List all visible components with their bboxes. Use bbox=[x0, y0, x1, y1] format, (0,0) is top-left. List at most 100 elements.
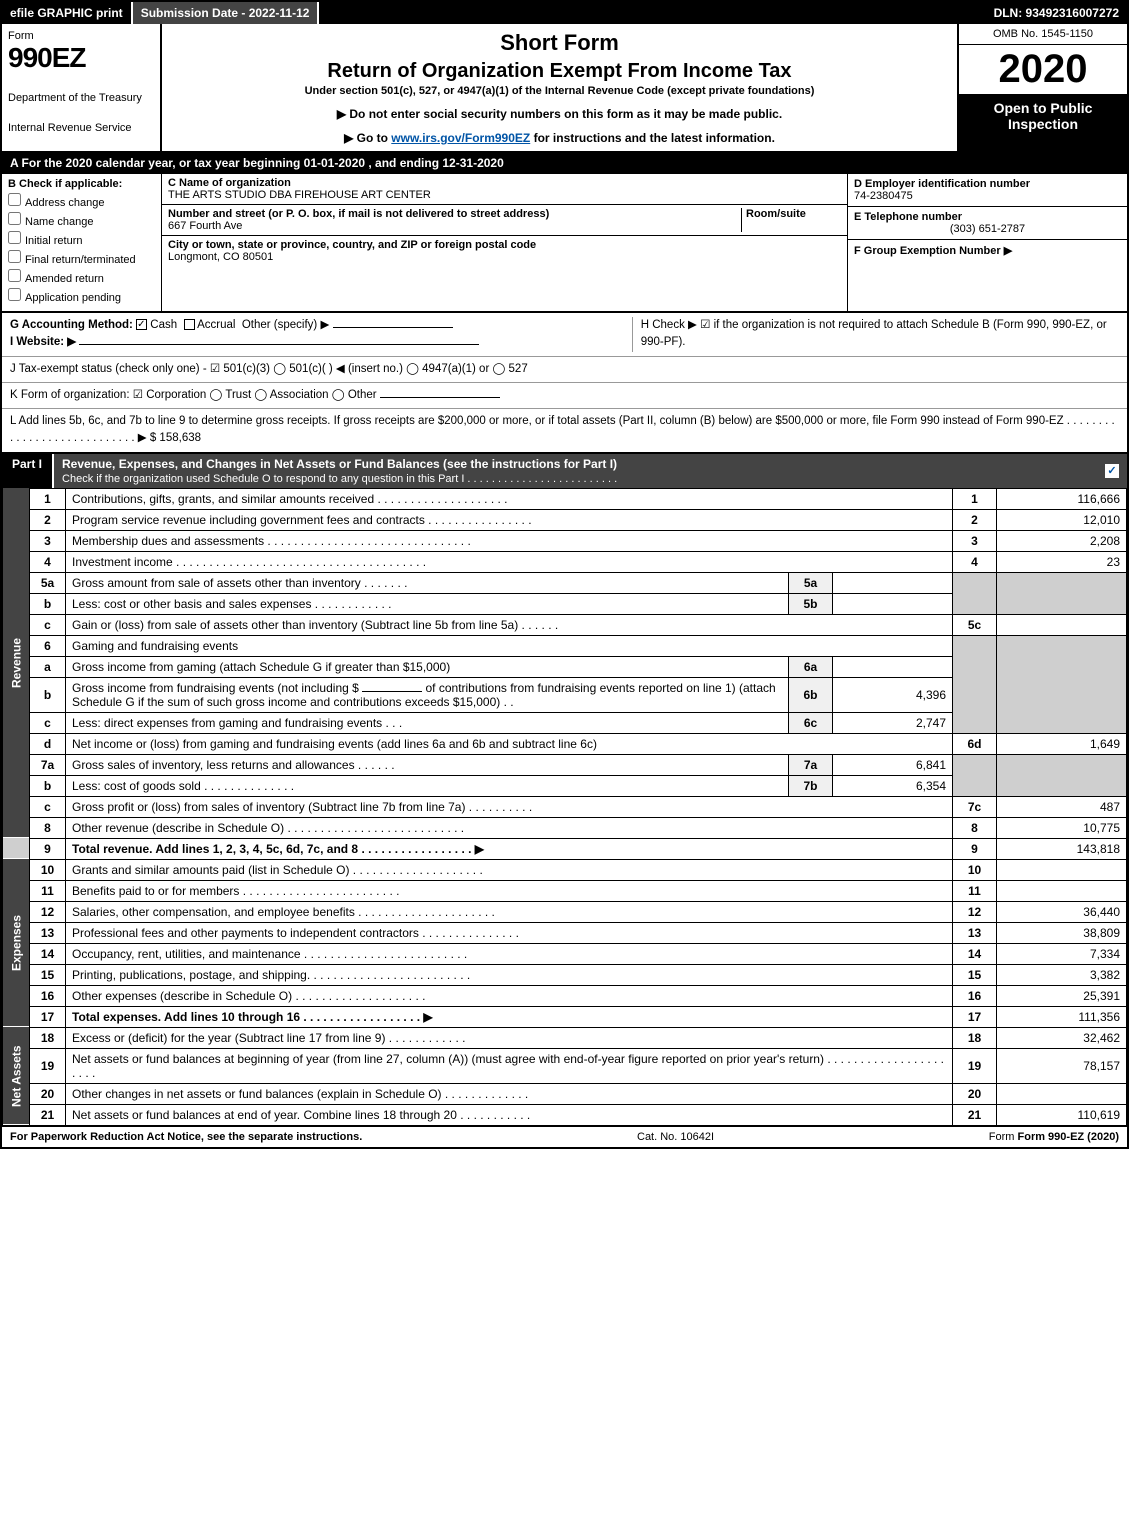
line-13-desc: Professional fees and other payments to … bbox=[66, 922, 953, 943]
under-section-text: Under section 501(c), 527, or 4947(a)(1)… bbox=[170, 85, 949, 97]
line-7c-val: 487 bbox=[997, 796, 1127, 817]
line-6d-val: 1,649 bbox=[997, 733, 1127, 754]
check-name-change[interactable]: Name change bbox=[8, 212, 155, 228]
g-label: G Accounting Method: bbox=[10, 319, 133, 331]
part-1-tab: Part I bbox=[2, 454, 54, 488]
line-21-desc: Net assets or fund balances at end of ye… bbox=[66, 1104, 953, 1125]
line-11-desc: Benefits paid to or for members . . . . … bbox=[66, 880, 953, 901]
line-10-val bbox=[997, 859, 1127, 880]
line-6b-amount-input[interactable] bbox=[362, 691, 422, 692]
line-17-row: 17 Total expenses. Add lines 10 through … bbox=[3, 1006, 1127, 1027]
line-2-row: 2 Program service revenue including gove… bbox=[3, 509, 1127, 530]
org-name-row: C Name of organization THE ARTS STUDIO D… bbox=[162, 174, 847, 205]
phone-label: E Telephone number bbox=[854, 211, 962, 223]
ssn-warning: ▶ Do not enter social security numbers o… bbox=[170, 107, 949, 121]
goto-link[interactable]: www.irs.gov/Form990EZ bbox=[391, 131, 530, 145]
ein-row: D Employer identification number 74-2380… bbox=[848, 174, 1127, 207]
form-990ez-page: efile GRAPHIC print Submission Date - 20… bbox=[0, 0, 1129, 1149]
header-center: Short Form Return of Organization Exempt… bbox=[162, 24, 957, 151]
line-6d-row: d Net income or (loss) from gaming and f… bbox=[3, 733, 1127, 754]
line-8-row: 8 Other revenue (describe in Schedule O)… bbox=[3, 817, 1127, 838]
line-9-row: 9 Total revenue. Add lines 1, 2, 3, 4, 5… bbox=[3, 838, 1127, 859]
line-3-val: 2,208 bbox=[997, 530, 1127, 551]
line-19-desc: Net assets or fund balances at beginning… bbox=[66, 1048, 953, 1083]
line-1-num: 1 bbox=[30, 488, 66, 509]
line-16-desc: Other expenses (describe in Schedule O) … bbox=[66, 985, 953, 1006]
g-other-input[interactable] bbox=[333, 327, 453, 328]
row-g-h: G Accounting Method: Cash Accrual Other … bbox=[2, 313, 1127, 357]
line-5b-val bbox=[833, 593, 953, 614]
page-footer: For Paperwork Reduction Act Notice, see … bbox=[2, 1126, 1127, 1147]
line-3-desc: Membership dues and assessments . . . . … bbox=[66, 530, 953, 551]
check-application-pending[interactable]: Application pending bbox=[8, 288, 155, 304]
goto-line: ▶ Go to www.irs.gov/Form990EZ for instru… bbox=[170, 131, 949, 145]
city-row: City or town, state or province, country… bbox=[162, 236, 847, 266]
line-5c-val bbox=[997, 614, 1127, 635]
line-7c-desc: Gross profit or (loss) from sales of inv… bbox=[66, 796, 953, 817]
line-6-row: 6 Gaming and fundraising events bbox=[3, 635, 1127, 656]
room-label: Room/suite bbox=[746, 208, 806, 220]
g-cash-checkbox[interactable] bbox=[136, 319, 147, 330]
check-amended-return[interactable]: Amended return bbox=[8, 269, 155, 285]
line-20-row: 20 Other changes in net assets or fund b… bbox=[3, 1083, 1127, 1104]
line-4-desc: Investment income . . . . . . . . . . . … bbox=[66, 551, 953, 572]
line-1-box: 1 bbox=[953, 488, 997, 509]
line-7c-row: c Gross profit or (loss) from sales of i… bbox=[3, 796, 1127, 817]
line-7a-row: 7a Gross sales of inventory, less return… bbox=[3, 754, 1127, 775]
part-1-title-bar: Revenue, Expenses, and Changes in Net As… bbox=[54, 454, 1127, 488]
g-accrual-text: Accrual bbox=[197, 319, 235, 331]
line-6c-desc: Less: direct expenses from gaming and fu… bbox=[66, 712, 789, 733]
line-5a-row: 5a Gross amount from sale of assets othe… bbox=[3, 572, 1127, 593]
expenses-side-label: Expenses bbox=[3, 859, 30, 1027]
box-b-checklist: B Check if applicable: Address change Na… bbox=[2, 174, 162, 311]
row-j: J Tax-exempt status (check only one) - ☑… bbox=[2, 357, 1127, 383]
line-15-val: 3,382 bbox=[997, 964, 1127, 985]
line-2-val: 12,010 bbox=[997, 509, 1127, 530]
dept-treasury: Department of the Treasury bbox=[8, 92, 154, 104]
part-1-title: Revenue, Expenses, and Changes in Net As… bbox=[62, 457, 617, 471]
g-cash-text: Cash bbox=[150, 319, 177, 331]
line-20-val bbox=[997, 1083, 1127, 1104]
i-website-input[interactable] bbox=[79, 344, 479, 345]
group-exemption-label: F Group Exemption Number ▶ bbox=[854, 245, 1012, 257]
line-1-desc: Contributions, gifts, grants, and simila… bbox=[66, 488, 953, 509]
line-6b-desc: Gross income from fundraising events (no… bbox=[66, 677, 789, 712]
part-1-table: Revenue 1 Contributions, gifts, grants, … bbox=[2, 488, 1127, 1126]
k-other-input[interactable] bbox=[380, 397, 500, 398]
form-label: Form bbox=[8, 30, 154, 42]
line-15-row: 15 Printing, publications, postage, and … bbox=[3, 964, 1127, 985]
line-21-row: 21 Net assets or fund balances at end of… bbox=[3, 1104, 1127, 1125]
line-2-desc: Program service revenue including govern… bbox=[66, 509, 953, 530]
line-14-row: 14 Occupancy, rent, utilities, and maint… bbox=[3, 943, 1127, 964]
line-14-val: 7,334 bbox=[997, 943, 1127, 964]
goto-prefix: ▶ Go to bbox=[344, 131, 391, 145]
line-6a-desc: Gross income from gaming (attach Schedul… bbox=[66, 656, 789, 677]
line-6d-desc: Net income or (loss) from gaming and fun… bbox=[66, 733, 953, 754]
g-other-text: Other (specify) ▶ bbox=[242, 319, 329, 331]
footer-center: Cat. No. 10642I bbox=[637, 1131, 714, 1143]
line-1-row: Revenue 1 Contributions, gifts, grants, … bbox=[3, 488, 1127, 509]
goto-suffix: for instructions and the latest informat… bbox=[530, 131, 775, 145]
line-14-desc: Occupancy, rent, utilities, and maintena… bbox=[66, 943, 953, 964]
part-1-sub: Check if the organization used Schedule … bbox=[62, 473, 617, 485]
line-5c-row: c Gain or (loss) from sale of assets oth… bbox=[3, 614, 1127, 635]
schedule-o-checkbox[interactable]: ✓ bbox=[1105, 464, 1119, 478]
g-accrual-checkbox[interactable] bbox=[184, 319, 195, 330]
check-initial-return[interactable]: Initial return bbox=[8, 231, 155, 247]
check-address-change[interactable]: Address change bbox=[8, 193, 155, 209]
line-7b-val: 6,354 bbox=[833, 775, 953, 796]
street-label: Number and street (or P. O. box, if mail… bbox=[168, 208, 549, 220]
header-right: OMB No. 1545-1150 2020 Open to Public In… bbox=[957, 24, 1127, 151]
line-6-desc: Gaming and fundraising events bbox=[66, 635, 953, 656]
line-10-row: Expenses 10 Grants and similar amounts p… bbox=[3, 859, 1127, 880]
k-text: K Form of organization: ☑ Corporation ◯ … bbox=[10, 389, 377, 401]
footer-right: Form Form 990-EZ (2020) bbox=[989, 1131, 1119, 1143]
tax-year: 2020 bbox=[959, 45, 1127, 94]
section-a-tax-year: A For the 2020 calendar year, or tax yea… bbox=[2, 153, 1127, 174]
dept-irs: Internal Revenue Service bbox=[8, 122, 154, 134]
check-final-return[interactable]: Final return/terminated bbox=[8, 250, 155, 266]
street-row: Number and street (or P. O. box, if mail… bbox=[162, 205, 847, 236]
ein-value: 74-2380475 bbox=[854, 190, 913, 202]
dln-number: DLN: 93492316007272 bbox=[986, 2, 1127, 24]
line-5b-desc: Less: cost or other basis and sales expe… bbox=[66, 593, 789, 614]
